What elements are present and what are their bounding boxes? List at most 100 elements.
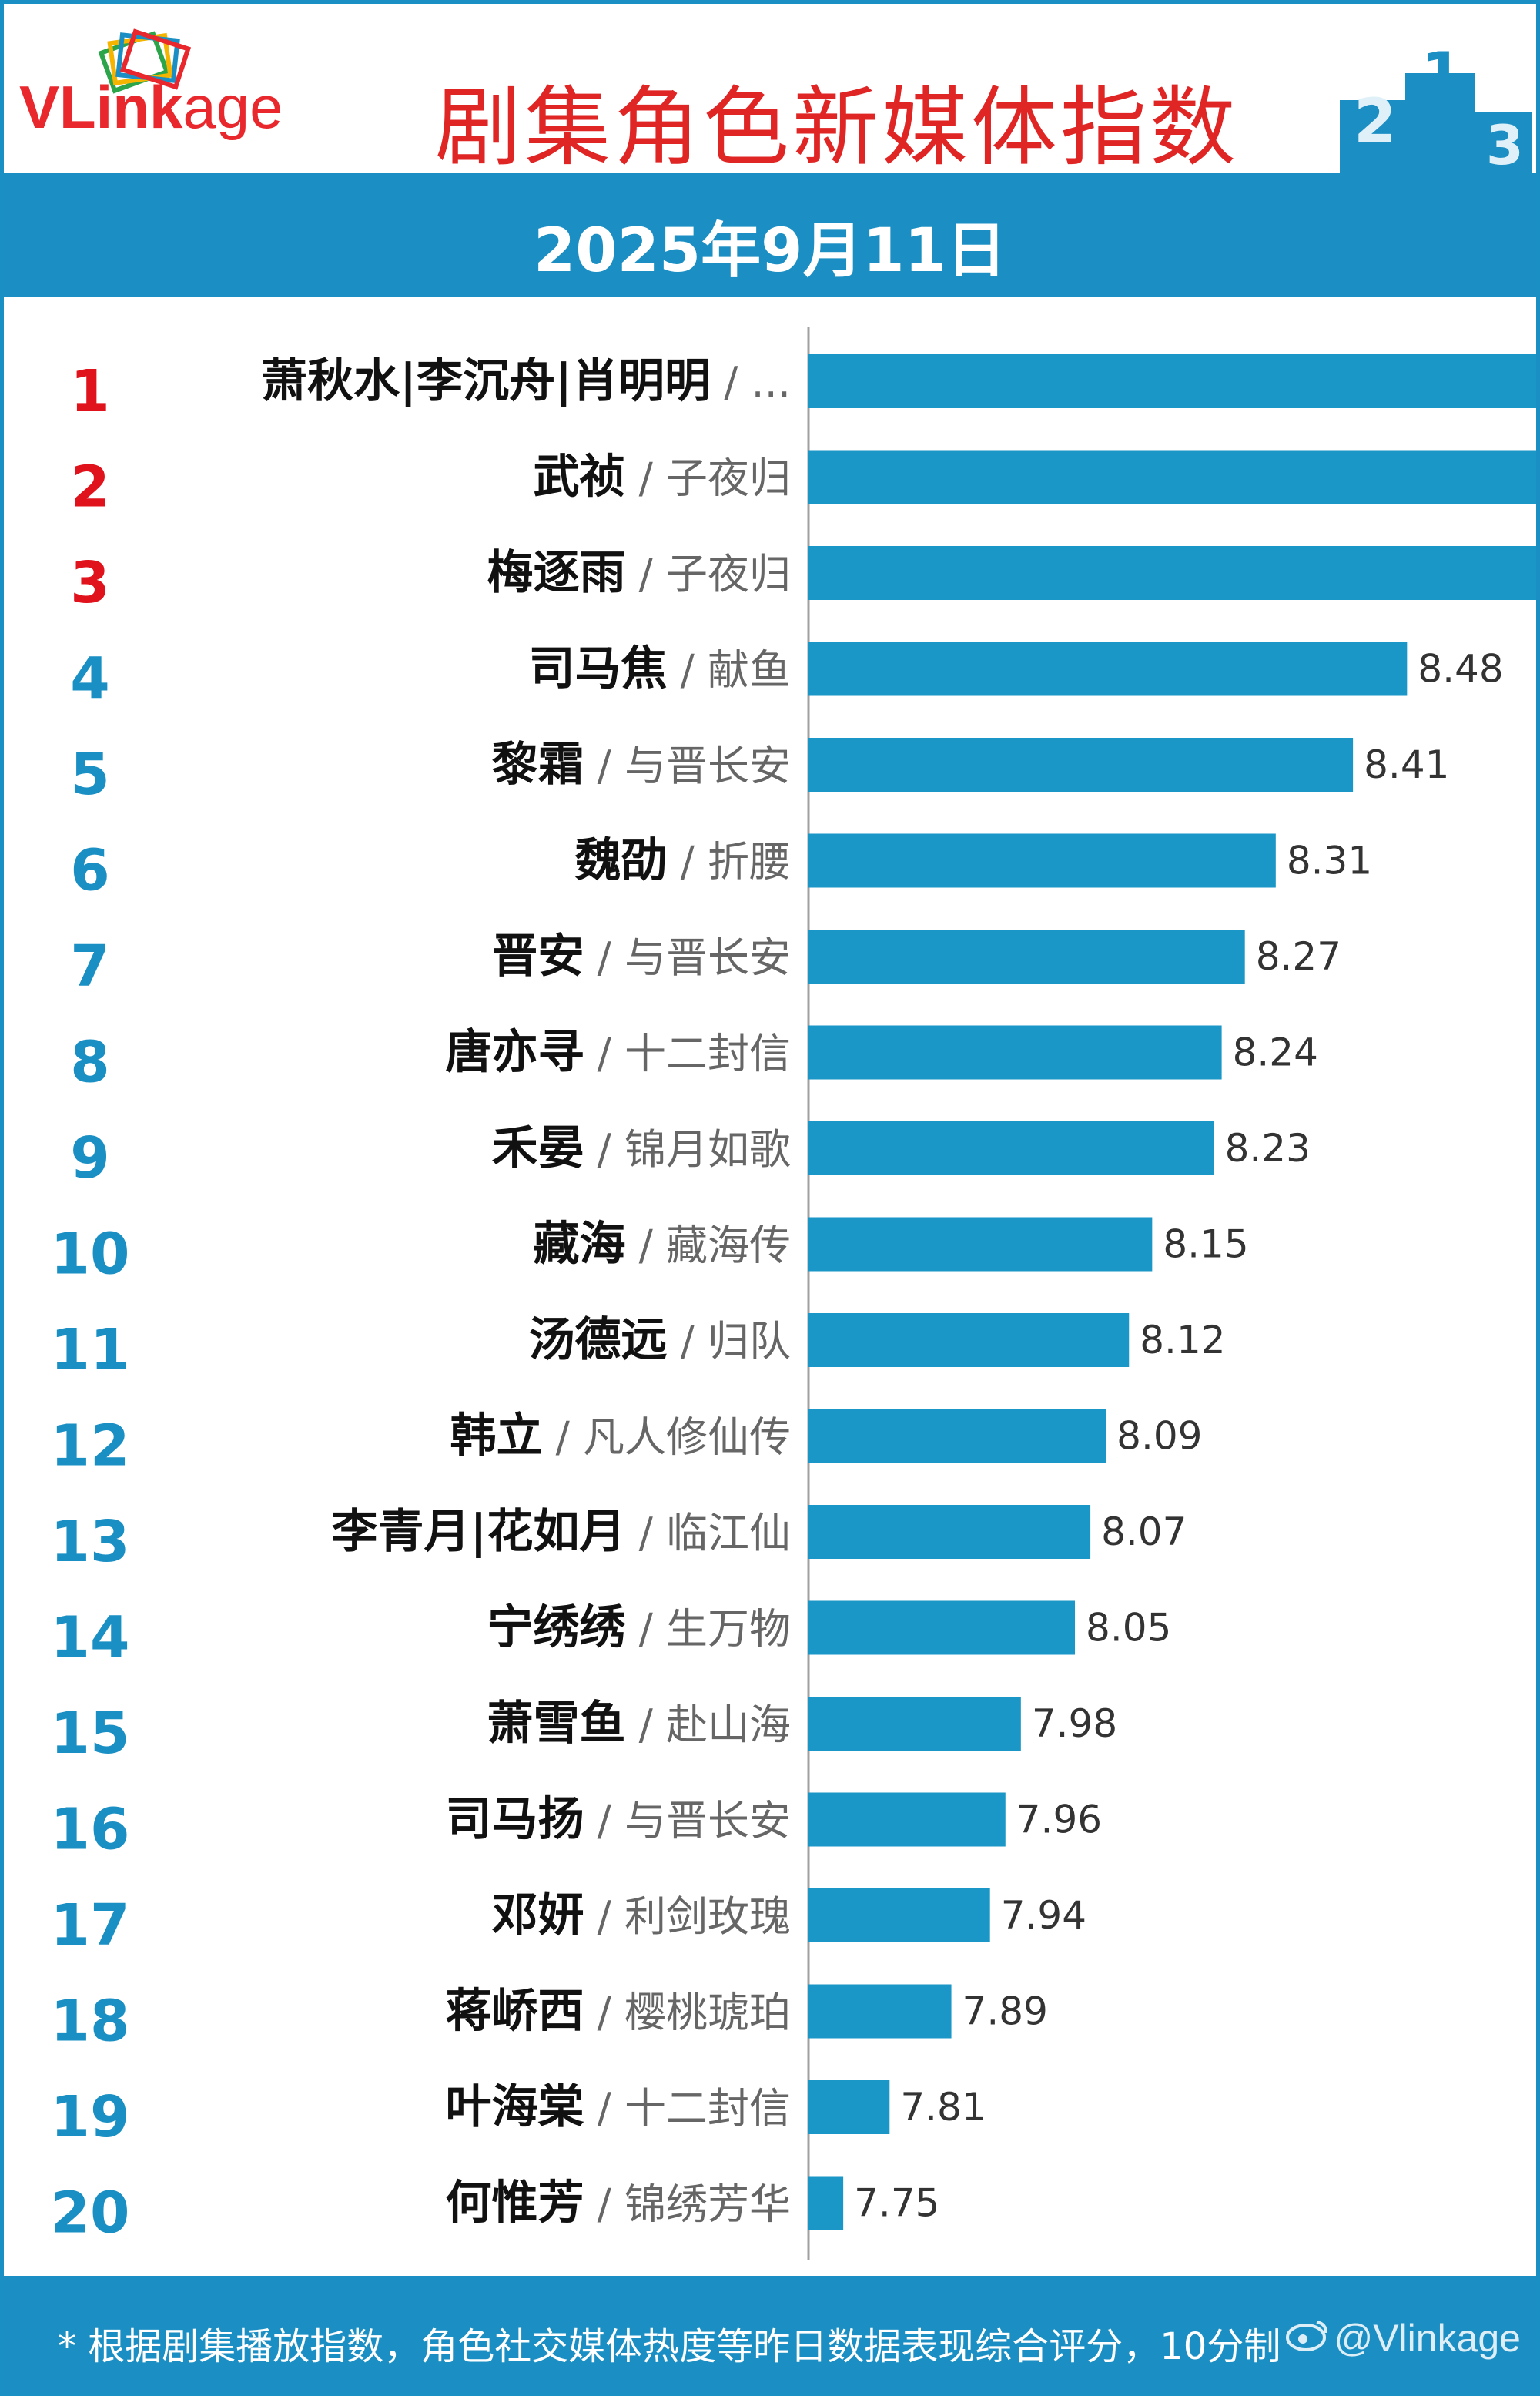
show-name: / 与晋长安 bbox=[584, 1797, 791, 1845]
rank-number: 8 bbox=[70, 1030, 110, 1096]
show-name: / 樱桃琥珀 bbox=[584, 1989, 791, 2037]
value-label: 8.27 bbox=[1256, 934, 1341, 979]
category-label: 藏海 / 藏海传 bbox=[533, 1218, 791, 1272]
bar bbox=[808, 1697, 1021, 1751]
rank-number: 6 bbox=[70, 838, 110, 904]
rank-number: 16 bbox=[51, 1797, 130, 1863]
role-name: 蒋峤西 bbox=[445, 1985, 584, 2039]
bar bbox=[808, 1888, 990, 1942]
category-label: 萧雪鱼 / 赴山海 bbox=[487, 1697, 791, 1751]
weibo-icon bbox=[1286, 2316, 1329, 2361]
role-name: 魏劭 bbox=[574, 834, 667, 888]
value-label: 8.15 bbox=[1163, 1222, 1248, 1267]
show-name: / 生万物 bbox=[625, 1605, 791, 1654]
role-name: 汤德远 bbox=[528, 1313, 667, 1367]
value-label: 7.94 bbox=[1001, 1893, 1086, 1938]
category-label: 宁绣绣 / 生万物 bbox=[487, 1601, 791, 1655]
category-label: 禾晏 / 锦月如歌 bbox=[491, 1121, 791, 1175]
rank-number: 12 bbox=[51, 1413, 130, 1479]
value-label: 7.75 bbox=[854, 2181, 939, 2226]
bar bbox=[808, 1313, 1130, 1367]
value-label: 8.12 bbox=[1140, 1318, 1225, 1362]
bar bbox=[808, 642, 1408, 696]
value-label: 8.09 bbox=[1116, 1414, 1202, 1459]
value-label: 7.81 bbox=[900, 2085, 986, 2130]
logo-age: age bbox=[182, 73, 283, 141]
bar bbox=[808, 1505, 1091, 1559]
show-name: / ... bbox=[711, 358, 791, 407]
bar bbox=[808, 1025, 1222, 1080]
value-label: 8.23 bbox=[1225, 1126, 1311, 1171]
watermark: @Vlinkage bbox=[1286, 2316, 1521, 2361]
logo-cards-icon bbox=[98, 28, 192, 94]
show-name: / 赴山海 bbox=[625, 1701, 791, 1749]
rank-number: 17 bbox=[51, 1892, 130, 1959]
bar bbox=[808, 1217, 1153, 1272]
footer-note: * 根据剧集播放指数，角色社交媒体热度等昨日数据表现综合评分，10分制 bbox=[58, 2325, 1281, 2368]
category-label: 司马扬 / 与晋长安 bbox=[445, 1793, 791, 1847]
rank-number: 18 bbox=[51, 1989, 130, 2055]
category-label: 蒋峤西 / 樱桃琥珀 bbox=[445, 1985, 791, 2039]
header: VLinkage 剧集角色新媒体指数 2 1 3 bbox=[4, 4, 1536, 178]
value-label: 7.96 bbox=[1016, 1798, 1102, 1842]
footer: * 根据剧集播放指数，角色社交媒体热度等昨日数据表现综合评分，10分制 @Vli… bbox=[4, 2276, 1536, 2392]
role-name: 宁绣绣 bbox=[487, 1601, 626, 1655]
show-name: / 折腰 bbox=[667, 838, 791, 886]
category-label: 何惟芳 / 锦绣芳华 bbox=[445, 2177, 791, 2230]
show-name: / 与晋长安 bbox=[584, 742, 791, 790]
rank-number: 19 bbox=[51, 2084, 130, 2150]
role-name: 叶海棠 bbox=[445, 2080, 584, 2134]
value-label: 8.31 bbox=[1287, 839, 1372, 883]
role-name: 韩立 bbox=[450, 1409, 542, 1463]
svg-text:2: 2 bbox=[1354, 85, 1397, 157]
date-label: 2025年9月11日 bbox=[534, 216, 1006, 286]
rank-number: 14 bbox=[51, 1605, 130, 1671]
role-name: 禾晏 bbox=[491, 1121, 584, 1175]
show-name: / 与晋长安 bbox=[584, 933, 791, 982]
rank-number: 13 bbox=[51, 1509, 130, 1575]
page-title: 剧集角色新媒体指数 bbox=[435, 78, 1239, 178]
show-name: / 凡人修仙传 bbox=[542, 1413, 791, 1462]
date-bar: 2025年9月11日 bbox=[4, 173, 1536, 297]
rank-number: 10 bbox=[51, 1221, 130, 1288]
bar bbox=[808, 833, 1276, 888]
category-label: 晋安 / 与晋长安 bbox=[491, 930, 791, 984]
show-name: / 子夜归 bbox=[625, 454, 791, 503]
category-label: 武祯 / 子夜归 bbox=[533, 451, 791, 504]
bar bbox=[808, 1600, 1076, 1655]
show-name: / 锦绣芳华 bbox=[584, 2180, 791, 2229]
value-label: 8.24 bbox=[1233, 1030, 1318, 1075]
category-label: 魏劭 / 折腰 bbox=[574, 834, 791, 888]
value-label: 7.98 bbox=[1032, 1701, 1117, 1746]
value-label: 8.05 bbox=[1086, 1606, 1171, 1650]
rank-number: 20 bbox=[51, 2180, 130, 2247]
show-name: / 子夜归 bbox=[625, 550, 791, 598]
role-name: 邓妍 bbox=[491, 1888, 584, 1942]
category-label: 韩立 / 凡人修仙传 bbox=[450, 1409, 791, 1463]
role-name: 李青月|花如月 bbox=[332, 1505, 626, 1559]
category-label: 司马焦 / 献鱼 bbox=[528, 642, 791, 696]
show-name: / 临江仙 bbox=[625, 1509, 791, 1557]
role-name: 唐亦寻 bbox=[445, 1026, 584, 1080]
category-label: 黎霜 / 与晋长安 bbox=[491, 738, 791, 792]
role-name: 萧秋水|李沉舟|肖明明 bbox=[261, 354, 711, 408]
rank-number: 4 bbox=[70, 646, 110, 712]
bar bbox=[808, 930, 1245, 984]
podium-icon: 2 1 3 bbox=[1340, 39, 1532, 173]
category-label: 邓妍 / 利剑玫瑰 bbox=[491, 1888, 791, 1942]
bar bbox=[808, 450, 1536, 504]
show-name: / 十二封信 bbox=[584, 2084, 791, 2133]
bar bbox=[808, 1984, 952, 2039]
logo: VLinkage bbox=[19, 77, 283, 137]
show-name: / 归队 bbox=[667, 1317, 791, 1366]
svg-text:3: 3 bbox=[1486, 114, 1524, 173]
role-name: 何惟芳 bbox=[445, 2177, 584, 2230]
category-label: 叶海棠 / 十二封信 bbox=[445, 2080, 791, 2134]
role-name: 藏海 bbox=[533, 1218, 625, 1272]
role-name: 武祯 bbox=[533, 451, 625, 504]
role-name: 司马焦 bbox=[528, 642, 667, 696]
role-name: 晋安 bbox=[491, 930, 584, 984]
rank-number: 3 bbox=[70, 550, 110, 616]
rank-number: 11 bbox=[51, 1317, 130, 1383]
show-name: / 锦月如歌 bbox=[584, 1125, 791, 1174]
